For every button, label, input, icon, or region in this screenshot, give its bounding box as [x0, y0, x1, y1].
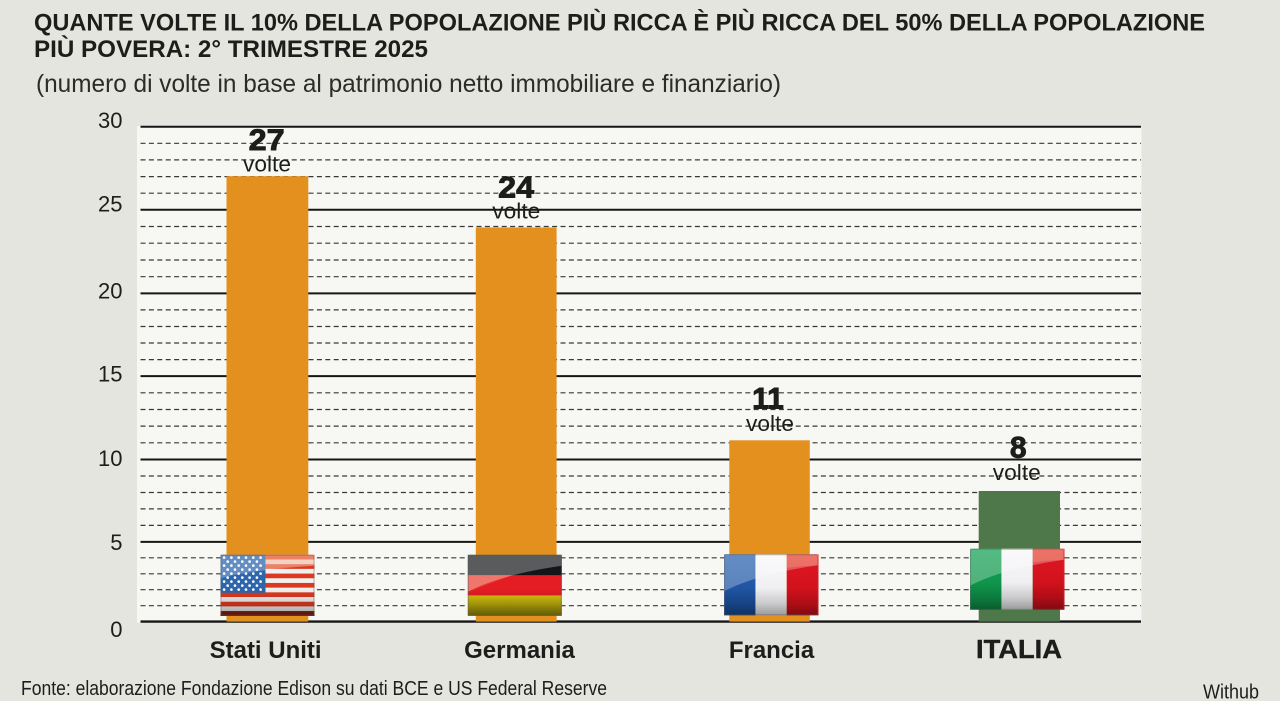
svg-text:(numero di volte in base al pa: (numero di volte in base al patrimonio n…	[36, 70, 781, 98]
svg-text:Fonte: elaborazione Fondazione: Fonte: elaborazione Fondazione Edison su…	[21, 678, 607, 700]
svg-text:11: 11	[752, 383, 784, 416]
svg-text:15: 15	[98, 362, 122, 387]
svg-text:volte: volte	[492, 199, 540, 224]
svg-text:25: 25	[98, 191, 122, 216]
svg-text:volte: volte	[993, 460, 1041, 485]
svg-text:volte: volte	[746, 411, 794, 436]
svg-text:Stati Uniti: Stati Uniti	[210, 637, 322, 664]
svg-text:Germania: Germania	[464, 637, 575, 664]
svg-text:Francia: Francia	[729, 637, 815, 664]
svg-text:5: 5	[110, 530, 122, 555]
svg-text:QUANTE VOLTE IL 10% DELLA POPO: QUANTE VOLTE IL 10% DELLA POPOLAZIONE PI…	[34, 9, 1205, 37]
svg-text:20: 20	[98, 278, 122, 303]
svg-text:ITALIA: ITALIA	[976, 634, 1062, 664]
svg-text:10: 10	[98, 446, 122, 471]
svg-text:PIÙ POVERA: 2° TRIMESTRE 2025: PIÙ POVERA: 2° TRIMESTRE 2025	[34, 35, 428, 63]
svg-text:0: 0	[110, 617, 122, 642]
svg-text:volte: volte	[243, 152, 291, 177]
svg-text:27: 27	[249, 124, 285, 157]
svg-text:30: 30	[98, 108, 122, 133]
svg-text:24: 24	[498, 171, 534, 204]
svg-text:8: 8	[1010, 431, 1027, 464]
svg-text:Withub: Withub	[1203, 682, 1259, 701]
